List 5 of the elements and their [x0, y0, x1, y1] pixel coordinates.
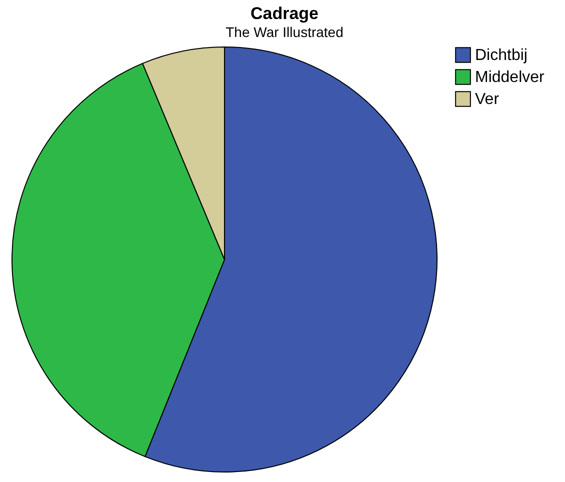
legend-label: Ver [475, 91, 500, 108]
chart-title: Cadrage [250, 4, 319, 23]
chart-subtitle: The War Illustrated [226, 24, 344, 40]
legend-label: Dichtbij [475, 47, 528, 64]
legend-label: Middelver [475, 69, 546, 86]
